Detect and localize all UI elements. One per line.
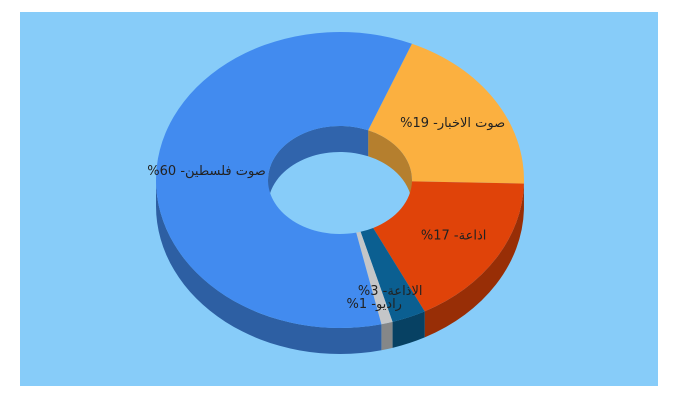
slice-label: %صوت الاخبار- 19 <box>400 116 505 131</box>
donut-tops <box>156 31 524 329</box>
slice-inner-wall <box>268 126 369 206</box>
slice-راديو[interactable] <box>356 231 393 325</box>
slice-label: %راديو- 1 <box>346 297 401 312</box>
slice-صوت فلسطين[interactable] <box>156 31 412 329</box>
slice-labels: %صوت الاخبار- 19 %اذاعة- 17 %الاذاعة- 3%را… <box>147 116 505 312</box>
donut-sides <box>156 126 524 354</box>
slice-outer-wall <box>424 183 524 338</box>
slice-inner-wall <box>368 130 412 206</box>
slice-الاذاعة[interactable] <box>360 227 425 322</box>
slice-اذاعة[interactable] <box>373 181 524 312</box>
slice-label: %الاذاعة- 3 <box>358 284 423 299</box>
slice-label: %اذاعة- 17 <box>421 229 486 244</box>
slice-صوت الاخبار[interactable] <box>368 43 524 184</box>
slice-outer-wall <box>381 321 393 351</box>
slice-label: %صوت فلسطين- 60 <box>147 164 265 179</box>
slice-outer-wall <box>156 180 382 354</box>
slice-outer-wall <box>392 311 425 348</box>
